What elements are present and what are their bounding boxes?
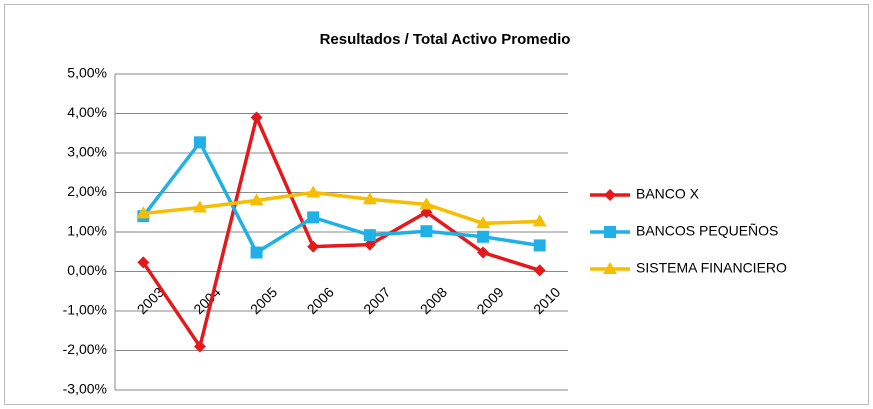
series-line — [143, 190, 540, 226]
marker — [532, 214, 547, 227]
marker — [193, 136, 206, 149]
marker — [533, 264, 546, 277]
marker — [136, 206, 151, 219]
series-line — [141, 112, 541, 351]
marker — [307, 240, 320, 253]
legend-label: BANCOS PEQUEÑOS — [636, 223, 778, 239]
marker — [250, 111, 263, 124]
marker — [249, 193, 264, 206]
marker — [603, 262, 617, 274]
y-tick-label: 1,00% — [67, 223, 107, 239]
marker — [307, 211, 320, 224]
legend-label: BANCO X — [636, 186, 700, 202]
y-tick-label: -2,00% — [63, 341, 107, 357]
legend-label: SISTEMA FINANCIERO — [636, 260, 787, 276]
marker — [363, 229, 376, 242]
marker — [604, 189, 616, 201]
marker — [193, 340, 206, 353]
marker — [419, 197, 434, 210]
marker — [306, 185, 321, 198]
y-tick-label: -3,00% — [63, 381, 107, 397]
y-tick-label: 4,00% — [67, 104, 107, 120]
marker — [477, 230, 490, 243]
y-tick-label: 2,00% — [67, 183, 107, 199]
chart-border — [4, 4, 869, 405]
marker — [362, 192, 377, 205]
y-tick-label: 0,00% — [67, 262, 107, 278]
marker — [476, 216, 491, 229]
marker — [250, 246, 263, 259]
chart-title: Resultados / Total Activo Promedio — [320, 31, 571, 48]
marker — [420, 225, 433, 238]
marker — [137, 256, 150, 269]
marker — [192, 200, 207, 213]
y-tick-label: -1,00% — [63, 302, 107, 318]
marker — [477, 246, 490, 259]
marker — [533, 239, 546, 252]
series-line — [141, 139, 540, 256]
y-tick-label: 5,00% — [67, 65, 107, 81]
marker — [604, 226, 616, 238]
y-tick-label: 3,00% — [67, 144, 107, 160]
marker — [363, 238, 376, 251]
